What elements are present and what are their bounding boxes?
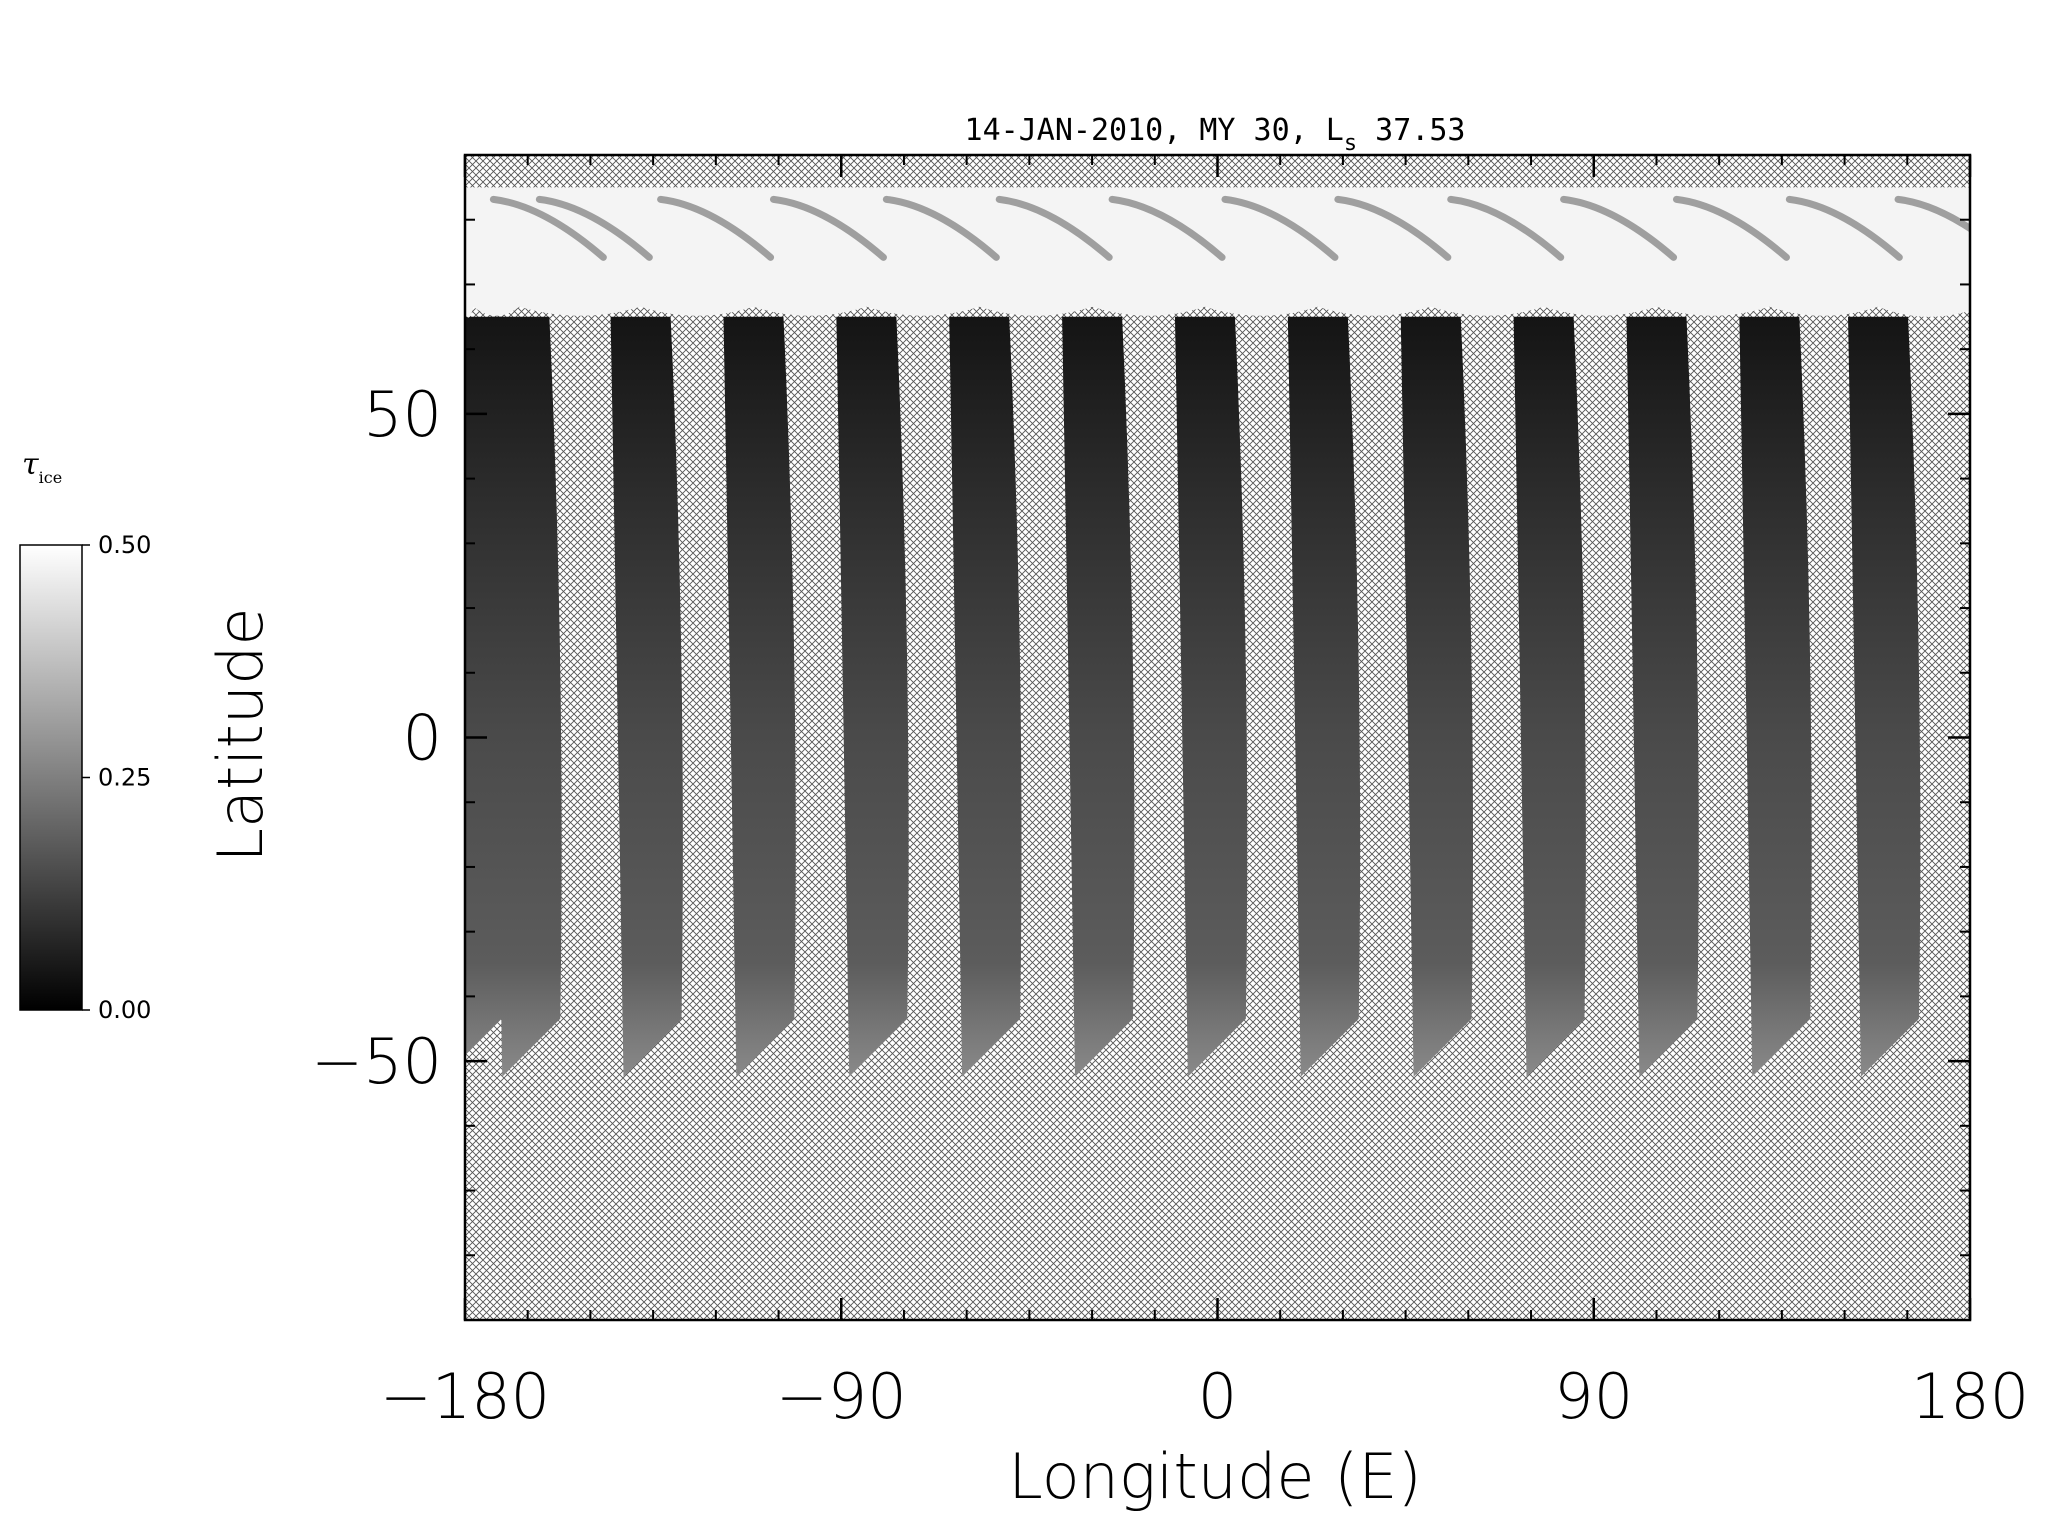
swath-5 <box>836 316 909 1077</box>
colorbar-label-subscript: ice <box>39 468 63 487</box>
x-tick-label: 0 <box>1198 1360 1237 1433</box>
chart-title: 14-JAN-2010, MY 30, Ls 37.53 <box>965 113 1466 156</box>
cap-streak-10 <box>1447 195 1565 261</box>
y-axis: −50 0 50 <box>311 218 1970 1257</box>
plot-area <box>465 155 1970 1320</box>
cap-streak-4 <box>769 195 887 261</box>
colorbar-label: τice <box>22 447 62 487</box>
cap-streak-11 <box>1560 195 1678 261</box>
swath-2 <box>489 316 562 1077</box>
chart-title-subscript: s <box>1344 131 1357 156</box>
colorbar-tick-label: 0.50 <box>98 531 151 559</box>
x-tick-label: 180 <box>1911 1360 2029 1433</box>
cap-streak-9 <box>1334 195 1452 261</box>
x-axis: −180 −90 0 90 180 <box>380 155 2029 1433</box>
chart-title-prefix: 14-JAN-2010, MY 30, L <box>965 113 1344 148</box>
x-axis-label: Longitude (E) <box>1008 1440 1421 1513</box>
cap-streak-14 <box>1894 195 1970 233</box>
colorbar-label-symbol: τ <box>22 447 39 482</box>
cap-streak-13 <box>1785 195 1903 261</box>
cap-streak-6 <box>995 195 1113 261</box>
cap-streak-3 <box>657 195 775 261</box>
y-axis-label: Latitude <box>204 607 277 862</box>
swath-8 <box>1174 316 1248 1077</box>
cap-streaks <box>489 195 1970 261</box>
y-tick-label: 50 <box>363 378 442 451</box>
swath-9 <box>1287 316 1361 1077</box>
colorbar-tick-label: 0.25 <box>98 764 151 792</box>
cap-streak-1 <box>489 195 607 261</box>
swath-14 <box>1848 316 1921 1077</box>
swath-10 <box>1400 316 1474 1077</box>
swath-12 <box>1626 316 1699 1077</box>
x-tick-label: −90 <box>776 1360 907 1433</box>
swath-7 <box>1062 316 1135 1077</box>
x-tick-label: −180 <box>380 1360 550 1433</box>
colorbar-tick-label: 0.00 <box>98 996 151 1024</box>
cap-streak-7 <box>1108 195 1226 261</box>
colorbar-gradient <box>19 544 83 1011</box>
cap-streak-2 <box>535 195 653 261</box>
cap-streak-12 <box>1672 195 1790 261</box>
chart-title-suffix: 37.53 <box>1357 113 1465 148</box>
swath-13 <box>1739 316 1812 1077</box>
swath-4 <box>723 316 796 1077</box>
swath-layer <box>465 316 1921 1077</box>
swath-6 <box>949 316 1022 1077</box>
x-tick-label: 90 <box>1554 1360 1633 1433</box>
swath-3 <box>610 316 683 1077</box>
cap-streak-8 <box>1221 195 1339 261</box>
y-tick-label: 0 <box>403 702 442 775</box>
swath-11 <box>1513 316 1586 1077</box>
colorbar-ticks: 0.00 0.25 0.50 <box>82 531 151 1024</box>
colorbar: τice 0.00 0.25 0.50 <box>19 447 151 1024</box>
cap-streak-5 <box>882 195 1000 261</box>
y-tick-label: −50 <box>311 1025 442 1098</box>
